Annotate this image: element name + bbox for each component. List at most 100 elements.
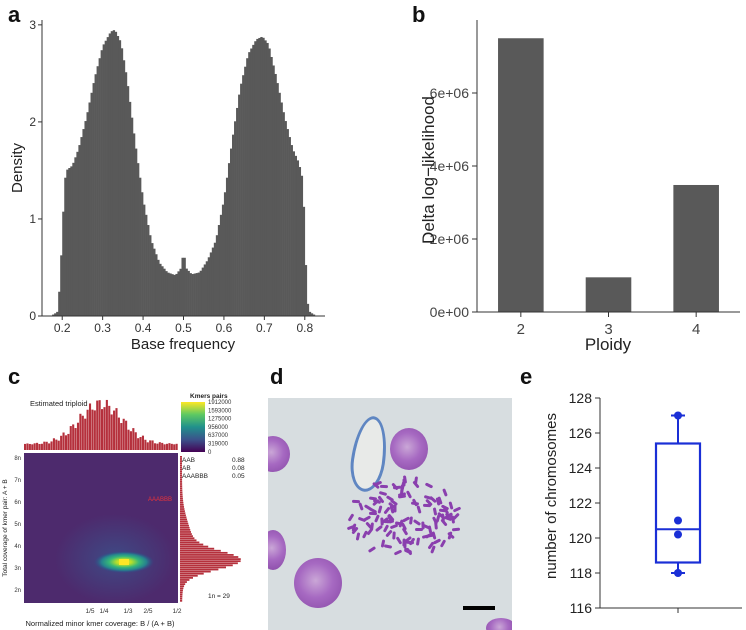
top-hist-bar — [101, 409, 104, 450]
legend-value-label: 0 — [208, 450, 212, 456]
histogram-bar — [298, 167, 302, 316]
histogram-bar — [268, 48, 271, 316]
histogram-bar — [70, 166, 73, 316]
x-tick-label: 0.5 — [175, 321, 192, 335]
top-hist-bar — [158, 442, 161, 450]
histogram-bar — [96, 66, 99, 317]
side-hist-bar — [180, 583, 186, 586]
y-tick-label: 0e+00 — [430, 304, 470, 320]
side-hist-bar — [180, 522, 189, 525]
histogram-bar — [54, 313, 57, 316]
top-hist-bar — [103, 407, 106, 450]
histogram-bar — [116, 36, 120, 316]
legend-value-label: 1275000 — [208, 417, 232, 423]
side-hist-bar — [180, 539, 197, 542]
panel-label-a: a — [8, 2, 21, 27]
side-hist-bar — [180, 458, 183, 460]
top-hist-bar — [24, 443, 27, 450]
histogram-bar — [120, 48, 124, 317]
histogram-bar — [296, 160, 300, 316]
top-hist-bar — [108, 405, 111, 450]
histogram-bar — [258, 37, 261, 316]
data-point — [674, 411, 682, 420]
side-hist-bar — [180, 474, 183, 477]
chromosome — [412, 480, 420, 489]
x-tick-label: 0.4 — [135, 321, 152, 335]
side-hist-bar — [180, 545, 209, 548]
y-tick-label: 2 — [29, 115, 36, 129]
histogram-bar — [72, 162, 75, 316]
top-hist-bar — [139, 437, 142, 450]
side-hist-bar — [180, 518, 188, 521]
histogram-bar — [139, 177, 142, 316]
side-hist-bar — [180, 493, 183, 496]
y-tick-label: 3n — [14, 566, 21, 572]
histogram-bar — [80, 137, 83, 316]
top-hist-bar — [115, 408, 118, 450]
x-axis-title: Base frequency — [131, 336, 236, 353]
x-tick-label: 3 — [604, 321, 612, 338]
side-hist-bar — [180, 574, 198, 577]
side-hist-bar — [180, 485, 183, 487]
top-hist-bar — [163, 444, 166, 450]
nucleus-cell-1 — [268, 436, 290, 472]
side-hist-bar — [180, 476, 183, 479]
top-hist-bar — [93, 410, 96, 450]
kmer-heatmap-chart: Estimated triploid AAABBB 2n 3n 4n 5n 6n 7n 8n… — [2, 393, 245, 628]
histogram-bars — [50, 30, 318, 317]
histogram-bar — [163, 268, 166, 316]
side-hist-bar — [180, 489, 183, 492]
chromosome — [374, 525, 383, 533]
histogram-bar — [270, 57, 273, 316]
chromosome — [448, 501, 454, 510]
histogram-bar — [250, 48, 253, 316]
y-tick-label: 122 — [569, 495, 593, 511]
histogram-bar — [132, 133, 136, 316]
x-axis-title: Normalized minor kmer coverage: B / (A +… — [25, 619, 175, 628]
side-hist-bar — [180, 468, 183, 471]
side-hist-bar — [180, 510, 185, 513]
side-hist-bar — [180, 526, 190, 529]
chromosome — [395, 536, 402, 546]
side-hist-bar — [180, 599, 183, 602]
side-hist-bar — [180, 591, 183, 594]
histogram-bar — [130, 117, 134, 317]
y-tick-label: 4e+06 — [430, 158, 470, 174]
histogram-bar — [207, 257, 211, 316]
histogram-bar — [300, 175, 304, 316]
side-hist-bar — [180, 464, 183, 467]
histogram-bar — [159, 263, 162, 316]
histogram-bar — [153, 248, 156, 316]
histogram-bar — [189, 273, 192, 316]
peak-annotation: AAABBB — [148, 497, 172, 503]
nucleus-cell-4 — [294, 558, 342, 608]
histogram-bar — [58, 291, 61, 316]
x-tick-label: 0.2 — [54, 321, 71, 335]
histogram-bar — [215, 235, 219, 316]
side-hist-bar — [180, 570, 211, 573]
histogram-bar — [126, 86, 130, 317]
side-hist-bar — [180, 508, 185, 510]
histogram-bar — [108, 33, 112, 316]
x-tick-label: 2 — [517, 321, 525, 338]
histogram-bar — [84, 121, 87, 316]
histogram-bar — [100, 50, 103, 317]
chromosome — [368, 496, 378, 501]
y-tick-label: 124 — [569, 460, 593, 476]
side-hist-bar — [180, 516, 187, 519]
histogram-bar — [112, 30, 116, 317]
data-point — [674, 530, 682, 539]
histogram-bar — [137, 163, 140, 316]
top-hist-bar — [122, 418, 125, 450]
x-tick-label: 0.7 — [256, 321, 273, 335]
x-axis-title: Ploidy — [585, 335, 632, 354]
y-tick-label: 120 — [569, 530, 593, 546]
histogram-bar — [181, 257, 184, 316]
top-hist-bar — [26, 443, 29, 450]
side-hist-bar — [180, 533, 192, 535]
y-axis-title: Total coverage of kmer pair: A + B — [2, 479, 9, 576]
histogram-bar — [110, 31, 114, 317]
y-tick-label: 128 — [569, 390, 593, 406]
side-hist-bar — [180, 543, 204, 546]
histogram-bar — [286, 129, 289, 316]
